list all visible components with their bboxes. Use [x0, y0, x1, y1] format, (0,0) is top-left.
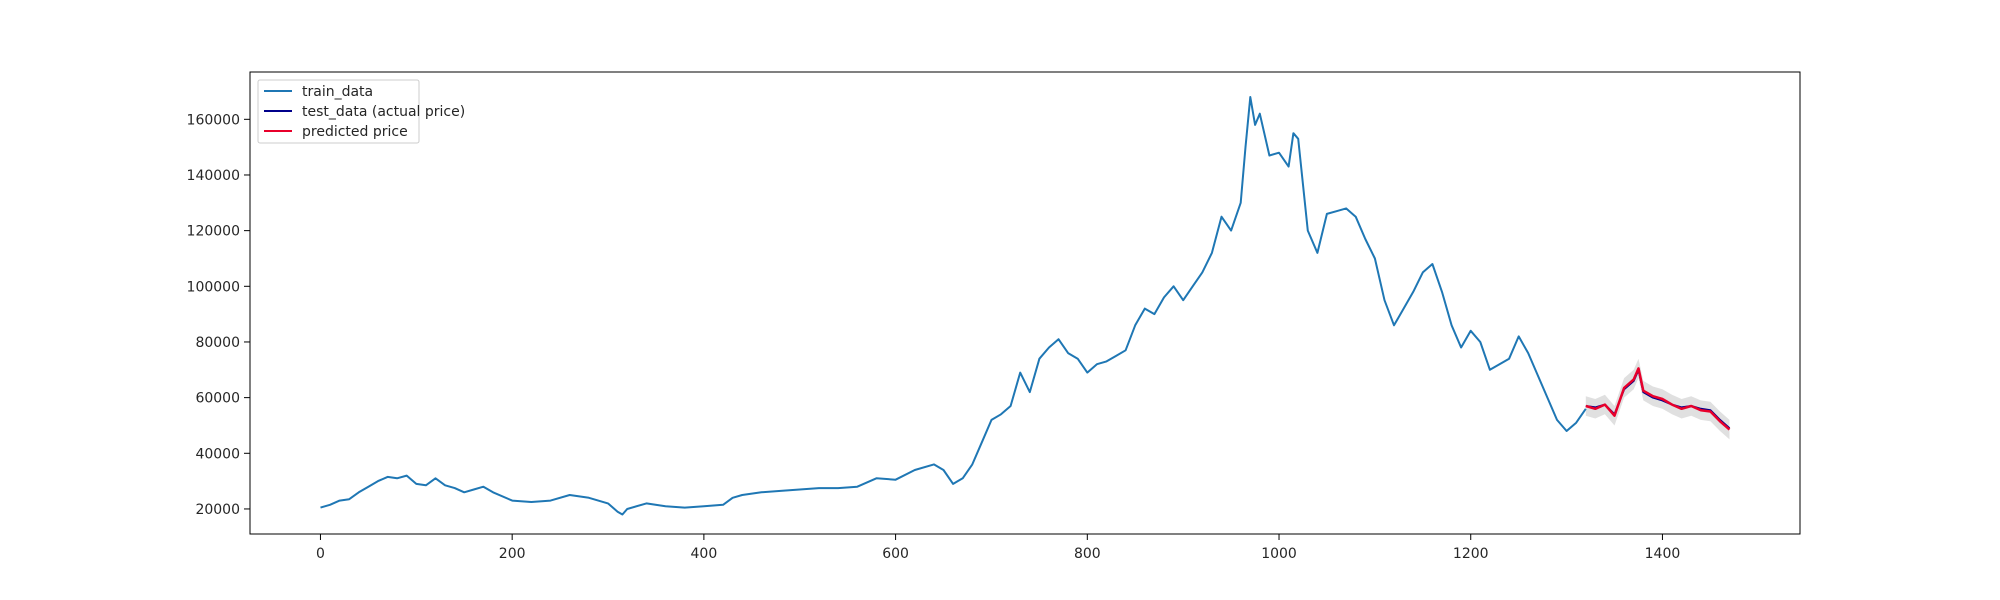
train-data-line [320, 96, 1587, 516]
x-tick-label: 800 [1074, 546, 1101, 562]
legend-box [257, 79, 420, 144]
x-tick-label: 600 [882, 546, 909, 562]
y-tick-label: 100000 [187, 279, 240, 295]
predicted-price-line [1585, 367, 1731, 431]
y-tick-label: 80000 [195, 335, 240, 351]
axes-frame [249, 71, 1801, 535]
y-tick-label: 20000 [195, 502, 240, 518]
x-tick-label: 1000 [1261, 546, 1297, 562]
x-tick-label: 0 [316, 546, 325, 562]
plot-area [320, 96, 1731, 516]
legend: train_data test_data (actual price) pred… [257, 79, 465, 144]
y-tick-label: 40000 [195, 446, 240, 462]
y-tick-label: 140000 [187, 168, 240, 184]
y-tick-label: 120000 [187, 224, 240, 240]
axes: 0 200 400 600 800 1000 1200 1400 20000 40000 60000… [187, 112, 1681, 562]
legend-label-train: train_data [302, 84, 373, 100]
x-tick-label: 200 [499, 546, 526, 562]
x-tick-label: 1200 [1453, 546, 1489, 562]
y-tick-label: 60000 [195, 391, 240, 407]
legend-label-predicted: predicted price [302, 124, 408, 140]
x-tick-label: 400 [691, 546, 718, 562]
y-tick-label: 160000 [187, 112, 240, 128]
x-tick-label: 1400 [1645, 546, 1681, 562]
legend-label-test: test_data (actual price) [302, 104, 465, 120]
